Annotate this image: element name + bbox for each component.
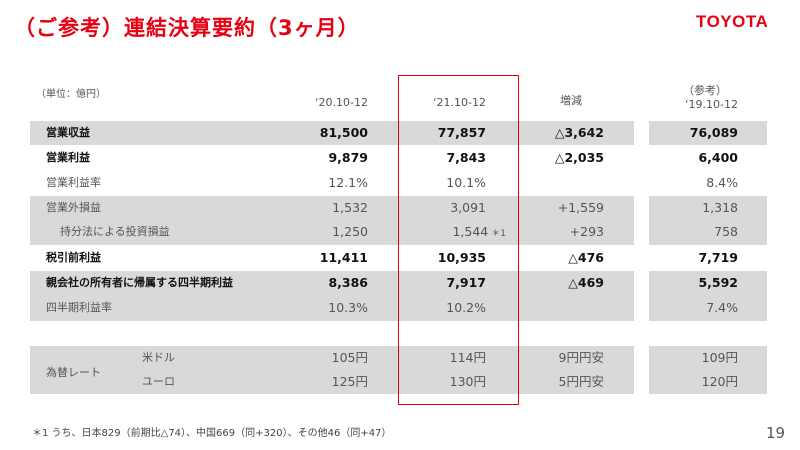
header-fy19: ‘19.10-12	[685, 98, 738, 111]
cell-opmargin-fy19: 8.4%	[706, 175, 738, 190]
cell-pretax-fy20: 11,411	[319, 250, 368, 265]
fx-eur-fy20: 125円	[331, 374, 368, 389]
cell-pretax-fy19: 7,719	[698, 250, 738, 265]
header-fy20: ‘20.10-12	[315, 96, 368, 109]
fx-eur-change: 5円円安	[558, 374, 604, 389]
fx-usd-fy21: 114円	[449, 350, 486, 365]
row-label-net-margin: 四半期利益率	[46, 301, 112, 314]
fx-usd-change: 9円円安	[558, 350, 604, 365]
cell-netmargin-fy21: 10.2%	[446, 300, 486, 315]
page-number: 19	[766, 424, 786, 442]
fx-label: 為替レート	[46, 366, 101, 379]
row-label-equity-method: 持分法による投資損益	[60, 225, 170, 238]
band-rows-netincome	[30, 271, 634, 321]
cell-nonop-change: +1,559	[557, 200, 604, 215]
cell-revenue-fy20: 81,500	[319, 125, 368, 140]
cell-equity-fy21-value: 1,544	[452, 224, 489, 239]
fx-currency-usd: 米ドル	[142, 351, 175, 364]
fx-eur-fy21: 130円	[449, 374, 486, 389]
cell-opincome-change: △2,035	[554, 150, 604, 165]
cell-netincome-fy20: 8,386	[328, 275, 368, 290]
band-rows-fx	[30, 346, 634, 394]
header-change: 増減	[560, 94, 582, 107]
header-ref-label: （参考）	[683, 84, 727, 97]
cell-pretax-fy21: 10,935	[437, 250, 486, 265]
footnote-marker: ＊1	[491, 229, 506, 239]
cell-netincome-change: △469	[568, 275, 604, 290]
unit-label: （単位：億円）	[36, 89, 106, 100]
row-label-nonoperating: 営業外損益	[46, 201, 101, 214]
header-fy21: ‘21.10-12	[433, 96, 486, 109]
cell-equity-fy21: 1,544 ＊1	[398, 220, 506, 244]
cell-nonop-fy20: 1,532	[332, 200, 368, 215]
cell-revenue-fy19: 76,089	[689, 125, 738, 140]
cell-opmargin-fy21: 10.1%	[446, 175, 486, 190]
cell-equity-change: +293	[569, 224, 604, 239]
cell-nonop-fy19: 1,318	[702, 200, 738, 215]
band-rows-nonop	[30, 196, 634, 245]
band-row-revenue	[30, 121, 634, 145]
fx-usd-fy19: 109円	[701, 350, 738, 365]
cell-pretax-change: △476	[568, 250, 604, 265]
row-label-pretax-income: 税引前利益	[46, 251, 101, 264]
row-label-operating-margin: 営業利益率	[46, 176, 101, 189]
fx-eur-fy19: 120円	[701, 374, 738, 389]
cell-netmargin-fy19: 7.4%	[706, 300, 738, 315]
fx-usd-fy20: 105円	[331, 350, 368, 365]
fx-currency-eur: ユーロ	[142, 375, 175, 388]
band-ref-netincome	[649, 271, 767, 321]
cell-opincome-fy20: 9,879	[328, 150, 368, 165]
cell-opincome-fy19: 6,400	[698, 150, 738, 165]
row-label-revenue: 営業収益	[46, 126, 90, 139]
slide-title: （ご参考）連結決算要約（3ヶ月）	[14, 16, 360, 40]
current-quarter-highlight-box	[398, 75, 519, 405]
cell-revenue-fy21: 77,857	[437, 125, 486, 140]
cell-opmargin-fy20: 12.1%	[328, 175, 368, 190]
cell-netmargin-fy20: 10.3%	[328, 300, 368, 315]
cell-revenue-change: △3,642	[554, 125, 604, 140]
band-ref-revenue	[649, 121, 767, 145]
row-label-net-income: 親会社の所有者に帰属する四半期利益	[46, 276, 233, 289]
footnote: ＊1 うち、日本829（前期比△74）、中国669（同+320）、その他46（同…	[32, 428, 392, 439]
cell-equity-fy19: 758	[714, 224, 738, 239]
row-label-operating-income: 営業利益	[46, 151, 90, 164]
cell-netincome-fy19: 5,592	[698, 275, 738, 290]
cell-nonop-fy21: 3,091	[450, 200, 486, 215]
band-ref-nonop	[649, 196, 767, 245]
toyota-logo: TOYOTA	[696, 12, 769, 31]
band-ref-fx	[649, 346, 767, 394]
cell-netincome-fy21: 7,917	[446, 275, 486, 290]
cell-equity-fy20: 1,250	[332, 224, 368, 239]
cell-opincome-fy21: 7,843	[446, 150, 486, 165]
